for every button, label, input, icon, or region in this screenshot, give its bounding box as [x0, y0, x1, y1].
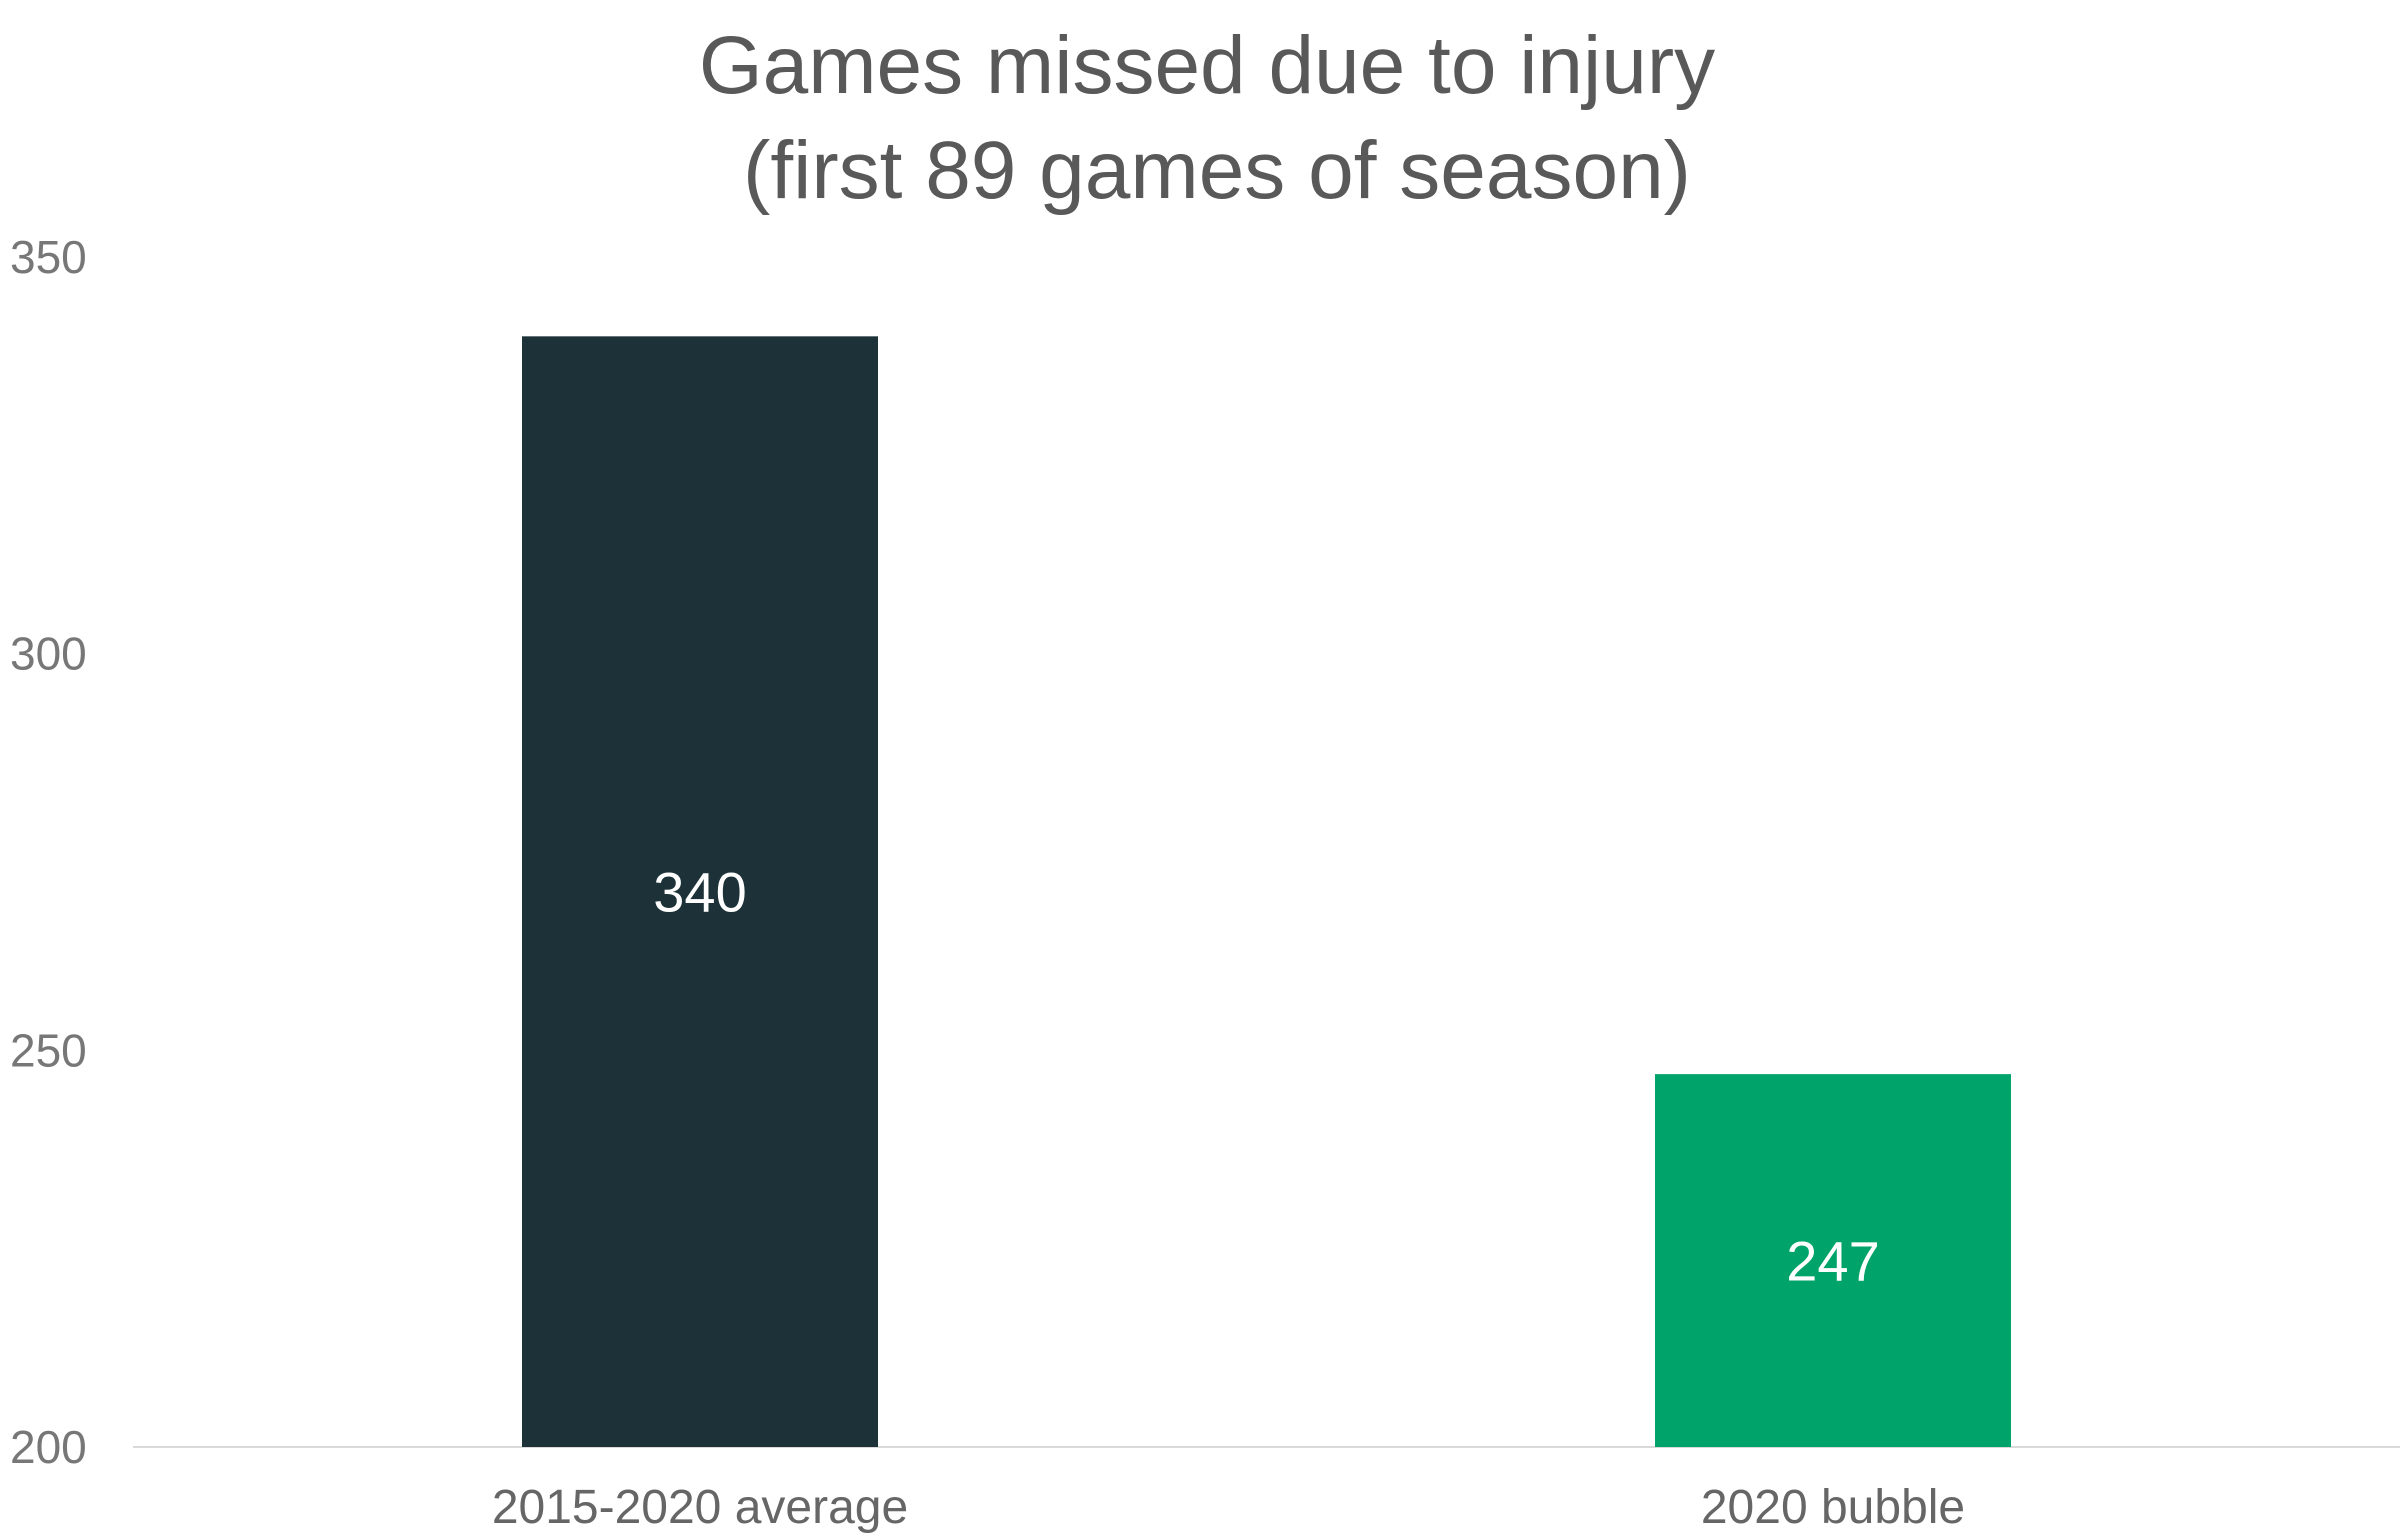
bar-value-label: 247 [1786, 1230, 1879, 1293]
y-axis: 200 250 300 350 [10, 231, 87, 1473]
y-tick-label: 300 [10, 628, 87, 680]
bar-1 [522, 336, 878, 1447]
y-tick-label: 250 [10, 1024, 87, 1076]
x-category-label: 2020 bubble [1701, 1481, 1965, 1534]
chart-title: Games missed due to injury (first 89 gam… [699, 20, 1715, 216]
bar-value-label: 340 [653, 861, 746, 924]
x-axis: 2015-2020 average 2020 bubble [492, 1481, 1965, 1534]
y-tick-label: 350 [10, 231, 87, 283]
bar-2 [1655, 1074, 2011, 1447]
x-category-label: 2015-2020 average [492, 1481, 908, 1534]
y-tick-label: 200 [10, 1421, 87, 1473]
chart-title-line-1: Games missed due to injury [699, 20, 1715, 111]
value-labels: 340 247 [653, 861, 1879, 1293]
bars [522, 336, 2011, 1447]
chart-title-line-2: (first 89 games of season) [743, 125, 1691, 216]
